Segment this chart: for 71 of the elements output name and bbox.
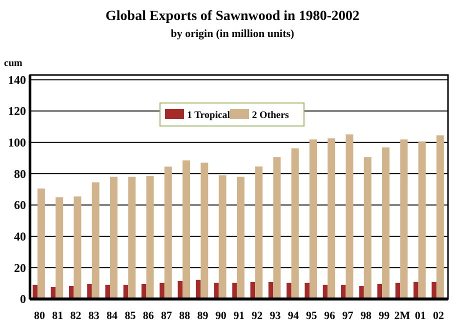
bar bbox=[304, 282, 310, 299]
bar bbox=[400, 139, 408, 299]
chart-title: Global Exports of Sawnwood in 1980-2002 bbox=[106, 9, 360, 24]
x-tick-label: 01 bbox=[414, 310, 426, 322]
x-tick-label: 81 bbox=[52, 310, 64, 322]
bar bbox=[255, 166, 263, 299]
bar bbox=[414, 282, 418, 299]
x-tick-label: 96 bbox=[324, 310, 336, 322]
y-tick-label: 140 bbox=[8, 72, 26, 87]
y-tick-label: 100 bbox=[8, 136, 26, 150]
bar bbox=[160, 282, 164, 299]
y-tick-label: 80 bbox=[14, 166, 26, 181]
x-tick-label: 99 bbox=[378, 310, 390, 322]
bar bbox=[128, 176, 136, 299]
bar bbox=[87, 284, 92, 299]
bar bbox=[37, 188, 45, 299]
bar bbox=[164, 166, 172, 299]
y-tick-label: 0 bbox=[20, 292, 26, 306]
bar bbox=[142, 284, 146, 299]
bar bbox=[110, 176, 118, 299]
bar bbox=[182, 160, 190, 299]
legend-label: 2 Others bbox=[252, 110, 290, 121]
bar bbox=[236, 176, 244, 299]
bar bbox=[359, 286, 364, 299]
y-tick-label: 40 bbox=[14, 230, 26, 244]
bar bbox=[346, 134, 354, 299]
bar bbox=[32, 284, 38, 299]
x-tick-label: 90 bbox=[215, 310, 227, 322]
x-tick-label: 80 bbox=[34, 310, 46, 322]
bar bbox=[436, 135, 444, 299]
x-tick-label: 83 bbox=[88, 310, 100, 322]
x-tick-label: 98 bbox=[360, 310, 372, 322]
x-tick-label: 87 bbox=[160, 310, 172, 322]
bar bbox=[341, 284, 346, 299]
bar bbox=[418, 141, 426, 299]
bar bbox=[56, 197, 64, 299]
bar bbox=[432, 282, 436, 299]
bar bbox=[214, 282, 219, 299]
x-tick-label: 95 bbox=[306, 310, 318, 322]
x-tick-label: 82 bbox=[70, 310, 82, 322]
bar bbox=[310, 139, 317, 299]
bar bbox=[146, 176, 154, 299]
x-tick-label: 91 bbox=[234, 310, 244, 322]
bar bbox=[273, 157, 281, 299]
legend-label: 1 Tropical bbox=[187, 110, 230, 121]
y-tick-label: 60 bbox=[14, 198, 26, 212]
x-tick-label: 84 bbox=[106, 310, 118, 322]
x-tick-label: 85 bbox=[124, 310, 136, 322]
bar bbox=[382, 147, 390, 299]
y-axis-title: cum bbox=[4, 58, 23, 69]
bar bbox=[218, 175, 226, 299]
y-tick-label: 120 bbox=[8, 104, 26, 118]
bar bbox=[364, 157, 372, 299]
bar bbox=[328, 138, 336, 299]
bar bbox=[200, 162, 208, 299]
x-tick-label: 97 bbox=[342, 310, 354, 322]
bar bbox=[74, 196, 82, 299]
bar bbox=[286, 282, 292, 299]
bar bbox=[92, 182, 100, 299]
bar bbox=[291, 148, 299, 299]
x-tick-label: 02 bbox=[432, 310, 444, 322]
x-tick-label: 89 bbox=[197, 310, 209, 322]
x-tick-label: 94 bbox=[288, 310, 300, 322]
x-tick-label: 93 bbox=[270, 310, 282, 322]
chart-subtitle: by origin (in million units) bbox=[170, 28, 295, 40]
x-tick-label: 92 bbox=[252, 310, 264, 322]
x-tick-label: 2M bbox=[394, 310, 411, 322]
x-tick-label: 88 bbox=[179, 310, 191, 322]
y-tick-label: 20 bbox=[14, 260, 26, 275]
bar bbox=[232, 282, 237, 299]
x-tick-label: 86 bbox=[142, 310, 154, 322]
